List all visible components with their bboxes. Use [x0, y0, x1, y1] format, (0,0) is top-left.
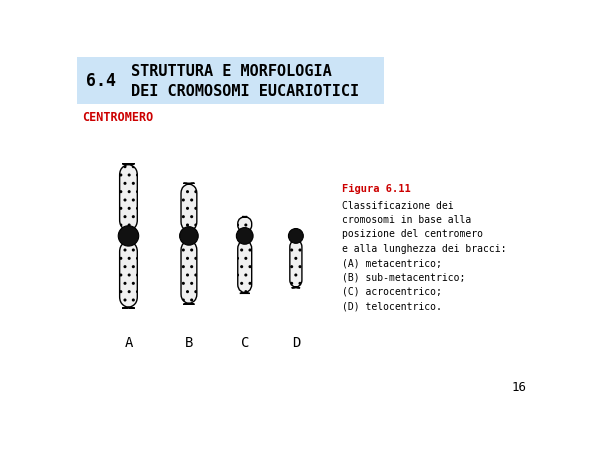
Text: B: B: [185, 337, 193, 351]
Ellipse shape: [118, 226, 139, 246]
FancyBboxPatch shape: [77, 58, 384, 104]
FancyBboxPatch shape: [181, 183, 197, 232]
Text: 6.4: 6.4: [86, 72, 116, 90]
Text: C: C: [241, 337, 249, 351]
Text: A: A: [124, 337, 133, 351]
Text: CENTROMERO: CENTROMERO: [82, 111, 153, 124]
Text: STRUTTURA E MORFOLOGIA: STRUTTURA E MORFOLOGIA: [131, 64, 332, 79]
Text: Figura 6.11: Figura 6.11: [343, 184, 411, 194]
FancyBboxPatch shape: [119, 240, 137, 308]
FancyBboxPatch shape: [119, 164, 137, 231]
FancyBboxPatch shape: [238, 240, 252, 293]
Text: Classificazione dei
cromosomi in base alla
posizione del centromero
e alla lungh: Classificazione dei cromosomi in base al…: [343, 201, 507, 311]
Ellipse shape: [236, 228, 253, 244]
Ellipse shape: [289, 229, 304, 243]
Text: 16: 16: [511, 381, 526, 394]
Ellipse shape: [179, 227, 198, 245]
FancyBboxPatch shape: [238, 216, 252, 232]
Text: D: D: [292, 337, 300, 351]
Text: DEI CROMOSOMI EUCARIOTICI: DEI CROMOSOMI EUCARIOTICI: [131, 84, 359, 99]
FancyBboxPatch shape: [290, 239, 302, 288]
FancyBboxPatch shape: [181, 240, 197, 304]
